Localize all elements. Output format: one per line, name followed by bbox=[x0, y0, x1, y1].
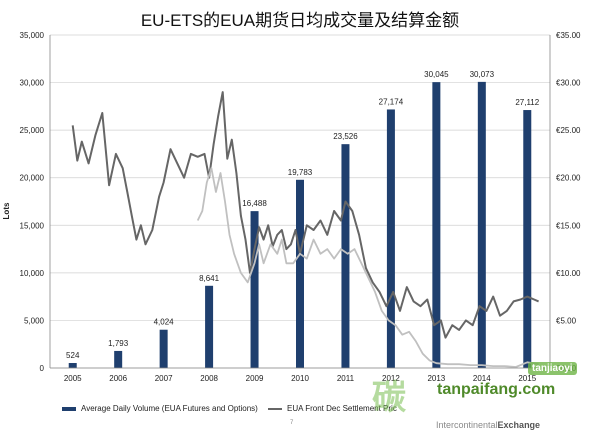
watermark-brand: 碳 bbox=[372, 379, 406, 417]
bar bbox=[386, 109, 395, 368]
watermark-domain: tanpaifang.com bbox=[437, 381, 556, 398]
x-tick-label: 2006 bbox=[109, 374, 127, 383]
watermark-handle: tanjiaoyi bbox=[528, 362, 577, 375]
x-tick-label: 2011 bbox=[337, 374, 355, 383]
y-axis-ticks: 0 5,000 10,000 15,000 20,000 25,000 30,000 35,0… bbox=[20, 31, 45, 373]
y2-tick-label: €15.00 bbox=[556, 221, 581, 230]
bar bbox=[250, 211, 259, 368]
y2-tick-label: €20.00 bbox=[556, 174, 581, 183]
y2-tick-label: €30.00 bbox=[556, 79, 581, 88]
ice-logo: IntercontinentalExchange bbox=[436, 420, 540, 430]
legend-swatch-bars bbox=[62, 406, 76, 411]
x-tick-label: 2013 bbox=[427, 374, 445, 383]
bar-data-label: 524 bbox=[66, 351, 80, 360]
bar bbox=[432, 82, 441, 369]
axes bbox=[49, 35, 551, 369]
y-tick-label: 0 bbox=[40, 364, 45, 373]
bar bbox=[341, 144, 350, 368]
x-tick-label: 2014 bbox=[473, 374, 491, 383]
series-line-front-dec bbox=[71, 91, 539, 339]
x-tick-label: 2009 bbox=[246, 374, 264, 383]
y2-tick-label: €5.00 bbox=[556, 316, 577, 325]
bar bbox=[68, 363, 77, 368]
bar bbox=[159, 329, 168, 368]
x-tick-label: 2015 bbox=[518, 374, 536, 383]
y2-axis-ticks: €0.00€5.00€10.00€15.00€20.00€25.00€30.00… bbox=[556, 31, 581, 373]
x-tick-label: 2008 bbox=[200, 374, 218, 383]
bar bbox=[523, 110, 532, 369]
bar-data-label: 19,783 bbox=[288, 168, 313, 177]
bar bbox=[114, 350, 123, 368]
page-number: 7 bbox=[290, 420, 294, 426]
page-title: EU-ETS的EUA期货日均成交量及结算金额 bbox=[140, 11, 460, 30]
bar-data-label: 4,024 bbox=[154, 318, 175, 327]
y-tick-label: 35,000 bbox=[20, 31, 45, 40]
bar-data-label: 16,488 bbox=[242, 199, 267, 208]
bar-data-label: 8,641 bbox=[199, 274, 220, 283]
y2-tick-label: €10.00 bbox=[556, 269, 581, 278]
y2-tick-label: €25.00 bbox=[556, 126, 581, 135]
y-axis-label: Lots bbox=[2, 202, 11, 219]
bar-data-label: 30,045 bbox=[424, 70, 449, 79]
legend-swatch-line bbox=[268, 407, 282, 410]
bar-series bbox=[68, 81, 532, 369]
bar-data-label: 30,073 bbox=[470, 70, 495, 79]
x-tick-label: 2012 bbox=[382, 374, 400, 383]
y-tick-label: 15,000 bbox=[20, 221, 45, 230]
bar-data-labels: 524 1,793 4,024 8,641 16,488 19,783 23,526 27,1… bbox=[66, 70, 540, 360]
bar-data-label: 27,174 bbox=[379, 97, 404, 106]
legend-item-line: EUA Front Dec Settlement Pric bbox=[268, 404, 397, 413]
y-tick-label: 10,000 bbox=[20, 269, 45, 278]
bar bbox=[477, 81, 486, 368]
y-tick-label: 25,000 bbox=[20, 126, 45, 135]
x-tick-label: 2010 bbox=[291, 374, 309, 383]
y-tick-label: 20,000 bbox=[20, 174, 45, 183]
bar-data-label: 27,112 bbox=[515, 98, 539, 107]
x-tick-label: 2007 bbox=[155, 374, 173, 383]
legend-label-bars: Average Daily Volume (EUA Futures and Op… bbox=[81, 404, 258, 413]
bar-data-label: 1,793 bbox=[108, 339, 129, 348]
ice-logo-bold: Exchange bbox=[497, 420, 541, 430]
y-tick-label: 30,000 bbox=[20, 79, 45, 88]
y2-tick-label: €35.00 bbox=[556, 31, 581, 40]
legend-label-line: EUA Front Dec Settlement Pric bbox=[287, 404, 397, 413]
series-line-spot bbox=[196, 167, 539, 368]
x-axis-ticks: 2005 2006 2007 2008 2009 2010 2011 2012 2013 2014… bbox=[64, 374, 537, 383]
y-tick-label: 5,000 bbox=[24, 316, 45, 325]
ice-logo-prefix: Intercontinental bbox=[436, 420, 498, 430]
legend-item-bars: Average Daily Volume (EUA Futures and Op… bbox=[62, 404, 258, 413]
bar bbox=[205, 285, 214, 368]
line-series bbox=[71, 91, 539, 368]
bar bbox=[296, 179, 304, 368]
bar-data-label: 23,526 bbox=[333, 132, 358, 141]
x-tick-label: 2005 bbox=[64, 374, 82, 383]
